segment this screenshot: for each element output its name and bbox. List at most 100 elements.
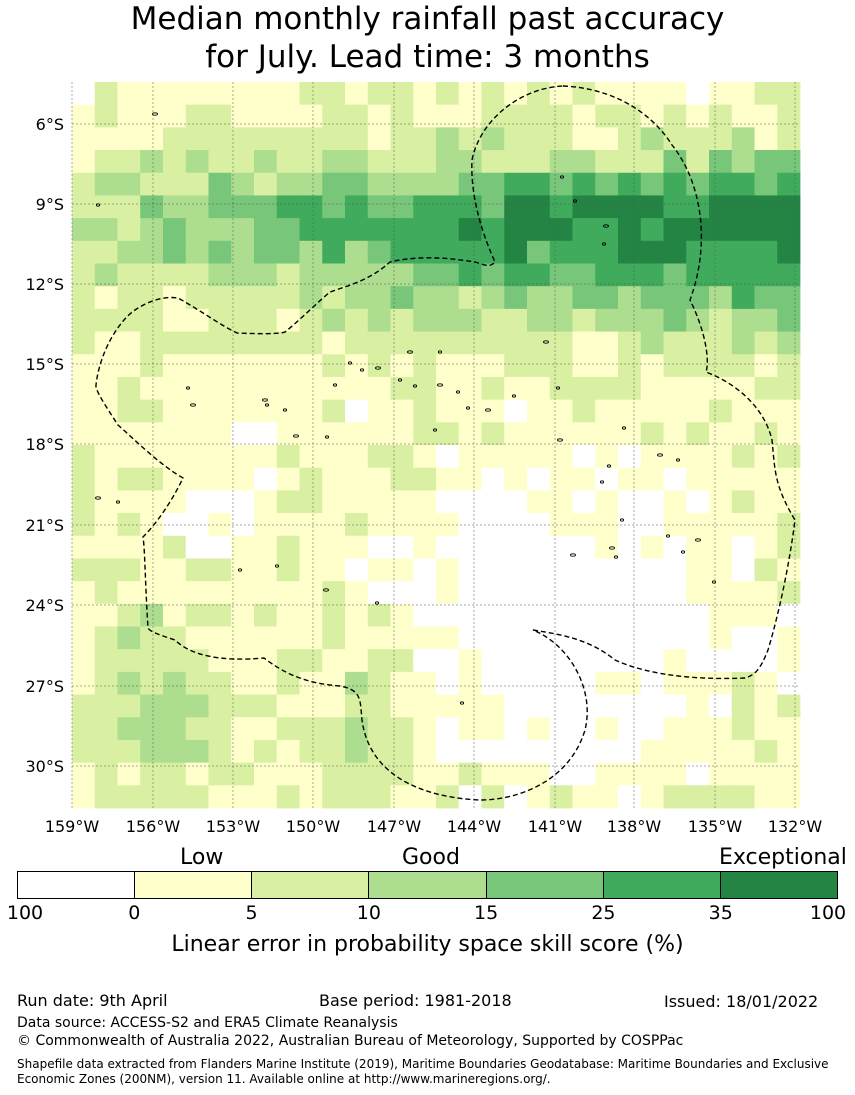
- grid-cell: [413, 104, 437, 128]
- grid-cell: [367, 785, 391, 809]
- grid-cell: [618, 513, 642, 537]
- grid-cell: [72, 354, 96, 378]
- grid-cell: [367, 127, 391, 151]
- longitude-labels: 159°W 156°W 153°W 150°W 147°W 144°W 141°W 138°W…: [45, 817, 823, 836]
- grid-cell: [390, 467, 414, 491]
- grid-cell: [208, 399, 232, 423]
- grid-cell: [254, 717, 278, 741]
- grid-cell: [367, 376, 391, 401]
- grid-cell: [663, 82, 687, 106]
- grid-cell: [436, 762, 460, 786]
- grid-cell: [549, 445, 573, 469]
- island: [237, 568, 243, 572]
- grid-cell: [618, 376, 642, 401]
- grid-cell: [504, 376, 528, 401]
- grid-cell: [185, 82, 209, 106]
- grid-cell: [595, 671, 619, 695]
- grid-cell: [140, 331, 164, 355]
- grid-cell: [322, 717, 346, 741]
- grid-cell: [549, 558, 573, 582]
- grid-cell: [322, 308, 346, 332]
- grid-cell: [117, 558, 141, 582]
- grid-cell: [185, 172, 209, 196]
- grid-cell: [413, 626, 437, 650]
- grid-cell: [754, 626, 778, 650]
- grid-cell: [390, 739, 414, 764]
- grid-cell: [572, 445, 596, 469]
- grid-cell: [322, 671, 346, 695]
- grid-cell: [731, 127, 755, 151]
- grid-cell: [481, 671, 505, 695]
- island: [274, 564, 280, 568]
- island: [459, 701, 465, 705]
- grid-cell: [322, 513, 346, 537]
- grid-cell: [322, 445, 346, 469]
- grid-cell: [117, 535, 141, 559]
- grid-cell: [595, 694, 619, 718]
- grid-cell: [367, 762, 391, 786]
- grid-cell: [299, 581, 323, 605]
- grid-cell: [663, 785, 687, 809]
- grid-cell: [458, 263, 482, 287]
- grid-cell: [185, 581, 209, 605]
- grid-cell: [140, 422, 164, 446]
- grid-cell: [276, 150, 300, 174]
- grid-cell: [458, 104, 482, 128]
- grid-cell: [595, 785, 619, 809]
- island: [613, 555, 619, 559]
- grid-cell: [413, 195, 437, 219]
- grid-cell: [709, 376, 733, 401]
- grid-cell: [322, 263, 346, 287]
- grid-cell: [413, 376, 437, 401]
- grid-cell: [618, 535, 642, 559]
- grid-cell: [390, 513, 414, 537]
- grid-cell: [663, 649, 687, 673]
- grid-cell: [254, 785, 278, 809]
- grid-cell: [94, 671, 118, 695]
- grid-cell: [413, 717, 437, 741]
- grid-cell: [322, 762, 346, 786]
- grid-cell: [754, 694, 778, 718]
- grid-cell: [504, 626, 528, 650]
- grid-cell: [504, 762, 528, 786]
- island: [293, 434, 299, 438]
- colorbar-segment: [18, 872, 136, 898]
- grid-cell: [754, 445, 778, 469]
- grid-cell: [595, 399, 619, 423]
- grid-cell: [572, 603, 596, 627]
- grid-cell: [367, 240, 391, 264]
- grid-cell: [117, 490, 141, 514]
- grid-cell: [527, 104, 551, 128]
- grid-cell: [117, 513, 141, 537]
- grid-cell: [663, 331, 687, 355]
- map-title: Median monthly rainfall past accuracy fo…: [0, 0, 855, 76]
- latitude-labels: 6°S 9°S 12°S 15°S 18°S 21°S 24°S 27°S 30°S: [25, 115, 64, 776]
- grid-cell: [367, 649, 391, 673]
- grid-cell: [709, 422, 733, 446]
- grid-cell: [549, 286, 573, 310]
- grid-cell: [413, 263, 437, 287]
- grid-cell: [481, 490, 505, 514]
- grid-cell: [777, 82, 801, 106]
- grid-cell: [390, 422, 414, 446]
- grid-cell: [504, 82, 528, 106]
- grid-cell: [299, 626, 323, 650]
- grid-cell: [163, 467, 187, 491]
- longitude-label: 135°W: [688, 817, 743, 836]
- grid-cell: [345, 399, 369, 423]
- grid-cell: [413, 308, 437, 332]
- grid-cell: [413, 331, 437, 355]
- grid-cell: [254, 104, 278, 128]
- grid-cell: [436, 218, 460, 242]
- grid-cell: [367, 104, 391, 128]
- grid-cell: [185, 308, 209, 332]
- grid-cell: [367, 82, 391, 106]
- grid-cell: [663, 694, 687, 718]
- grid-cell: [94, 104, 118, 128]
- grid-cell: [94, 127, 118, 151]
- grid-cell: [322, 785, 346, 809]
- grid-cell: [709, 603, 733, 627]
- grid-cell: [322, 104, 346, 128]
- grid-cell: [254, 671, 278, 695]
- grid-cell: [527, 649, 551, 673]
